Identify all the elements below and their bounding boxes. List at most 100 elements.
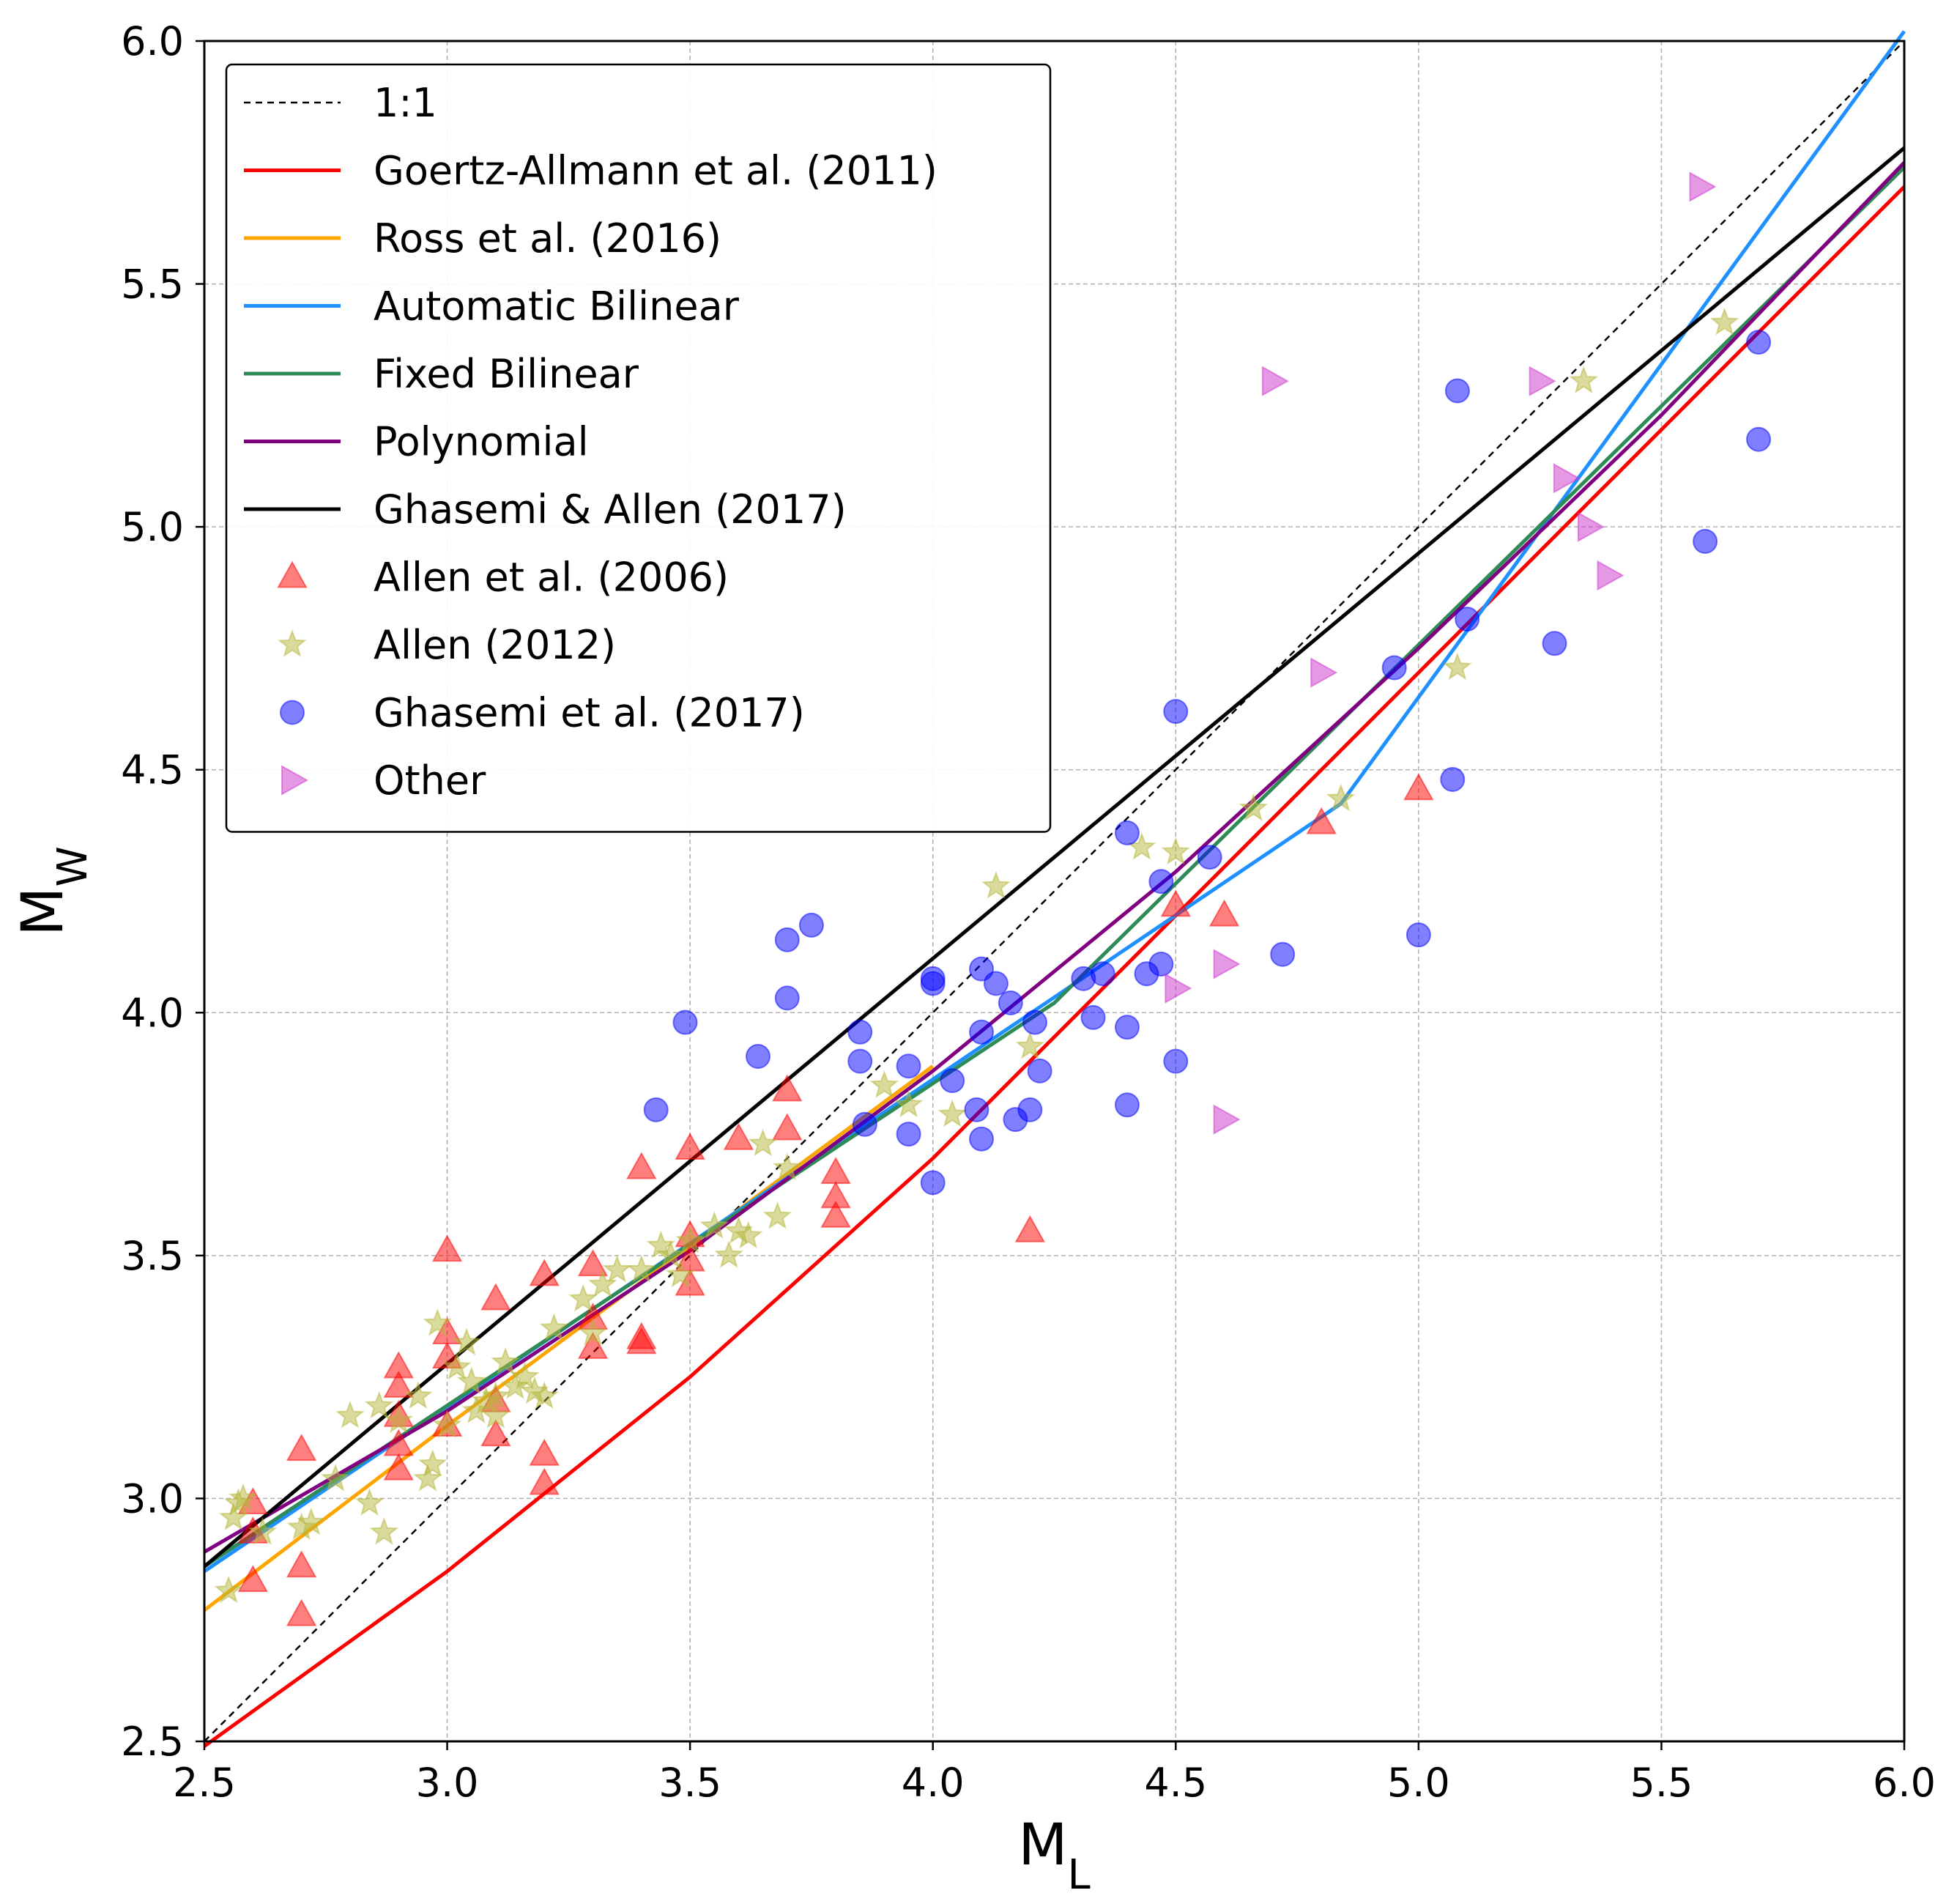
scatter-point-1 [733, 1220, 763, 1249]
scatter-point-2 [983, 971, 1009, 996]
scatter-point-2 [920, 1170, 946, 1196]
scatter-point-0 [820, 1200, 851, 1228]
legend-label: Ghasemi & Allen (2017) [374, 486, 847, 533]
scatter-point-3 [1597, 560, 1624, 591]
y-axis-label-main: M [10, 887, 76, 936]
scatter-point-1 [587, 1269, 617, 1297]
scatter-point-1 [297, 1507, 326, 1536]
scatter-point-2 [672, 1010, 698, 1035]
legend-label: Fixed Bilinear [374, 351, 639, 397]
y-tick-label: 3.0 [121, 1475, 184, 1522]
scatter-point-2 [1455, 607, 1480, 632]
scatter-point-3 [1577, 511, 1605, 542]
x-tick-label: 2.5 [173, 1760, 236, 1806]
scatter-point-2 [964, 1097, 989, 1122]
scatter-point-2 [896, 1053, 921, 1079]
legend-label: Allen (2012) [374, 622, 616, 668]
scatter-point-2 [1444, 378, 1470, 404]
y-tick-label: 5.0 [121, 504, 184, 550]
scatter-point-2 [1114, 1092, 1140, 1118]
scatter-point-0 [237, 1565, 269, 1593]
axis-ticks: 2.5 3.0 3.5 4.0 4.5 5.0 5.5 6.0 2.5 3.0 3.5 4.0 4.5 5… [121, 18, 1936, 1806]
scatter-point-2 [774, 985, 800, 1011]
y-tick-label: 5.5 [121, 262, 184, 308]
scatter-point-1 [894, 1089, 924, 1118]
legend-marker-swatch [281, 765, 309, 796]
scatter-point-1 [417, 1449, 448, 1477]
scatter-point-1 [248, 1516, 278, 1545]
x-tick-label: 3.5 [658, 1760, 721, 1806]
scatter-point-2 [1163, 1048, 1189, 1074]
scatter-point-2 [969, 1019, 995, 1045]
legend-label: Other [374, 757, 486, 804]
series-line-6 [203, 146, 1906, 1568]
x-tick-label: 4.5 [1144, 1760, 1207, 1806]
scatter-point-1 [748, 1128, 778, 1157]
scatter-point-1 [530, 1381, 560, 1410]
scatter-point-0 [529, 1259, 560, 1286]
scatter-point-3 [1553, 463, 1581, 494]
scatter-point-1 [354, 1488, 385, 1516]
scatter-point-2 [745, 1043, 770, 1069]
scatter-point-1 [666, 1259, 695, 1288]
scatter-point-1 [1161, 837, 1191, 865]
scatter-point-0 [286, 1599, 317, 1626]
legend-label: Polynomial [374, 419, 589, 465]
scatter-point-1 [1239, 793, 1269, 821]
scatter-point-2 [1746, 426, 1772, 452]
scatter-point-1 [423, 1308, 453, 1336]
y-axis-label: MW [10, 846, 97, 936]
legend-marker-swatch [277, 560, 308, 588]
series-line-5 [203, 161, 1906, 1554]
scatter-point-2 [969, 1126, 995, 1152]
scatter-point-0 [383, 1453, 414, 1481]
scatter-point-1 [656, 1240, 686, 1268]
scatter-point-2 [1027, 1058, 1052, 1083]
scatter-point-3 [1310, 657, 1338, 688]
scatter-point-1 [369, 1516, 399, 1545]
x-tick-label: 5.0 [1387, 1760, 1450, 1806]
scatter-point-1 [602, 1254, 632, 1283]
scatter-point-1 [364, 1390, 394, 1419]
scatter-point-3 [1529, 366, 1556, 396]
scatter-point-0 [286, 1550, 317, 1578]
legend-box [225, 63, 1052, 833]
y-axis-label-sub: W [49, 846, 97, 886]
series-line-2 [203, 1064, 935, 1612]
y-tick-label: 4.5 [121, 747, 184, 793]
series-line-0 [204, 40, 1905, 1742]
legend-label: Ross et al. (2016) [374, 215, 721, 262]
scatter-point-0 [577, 1331, 609, 1359]
scatter-point-2 [798, 912, 824, 938]
scatter-point-1 [214, 1575, 243, 1604]
scatter-point-1 [762, 1201, 792, 1229]
x-tick-label: 6.0 [1873, 1760, 1936, 1806]
scatter-point-2 [774, 927, 800, 952]
scatter-point-2 [847, 1048, 873, 1074]
scatter-point-2 [1080, 1004, 1106, 1030]
scatter-point-1 [481, 1381, 510, 1410]
scatter-point-2 [920, 971, 946, 996]
scatter-point-2 [998, 990, 1023, 1016]
legend-label: 1:1 [374, 80, 437, 126]
y-tick-label: 2.5 [121, 1719, 184, 1765]
scatter-point-1 [1569, 366, 1599, 394]
plot-frame [203, 40, 1906, 1743]
scatter-point-0 [1160, 889, 1191, 917]
scatter-point-1 [539, 1313, 569, 1341]
scatter-point-2 [1114, 1015, 1140, 1040]
scatter-point-1 [432, 1410, 462, 1438]
scatter-point-1 [568, 1283, 598, 1312]
scatter-point-0 [577, 1249, 609, 1277]
scatter-point-0 [1208, 899, 1240, 927]
x-axis-label: ML [1018, 1812, 1091, 1899]
scatter-point-2 [1114, 820, 1140, 845]
scatter-point-1 [229, 1483, 258, 1511]
scatter-point-1 [491, 1346, 520, 1375]
scatter-point-2 [1197, 845, 1222, 870]
scatter-point-2 [940, 1068, 965, 1094]
scatter-point-2 [847, 1019, 873, 1045]
x-tick-label: 3.0 [416, 1760, 479, 1806]
legend-marker-swatch [278, 629, 307, 657]
